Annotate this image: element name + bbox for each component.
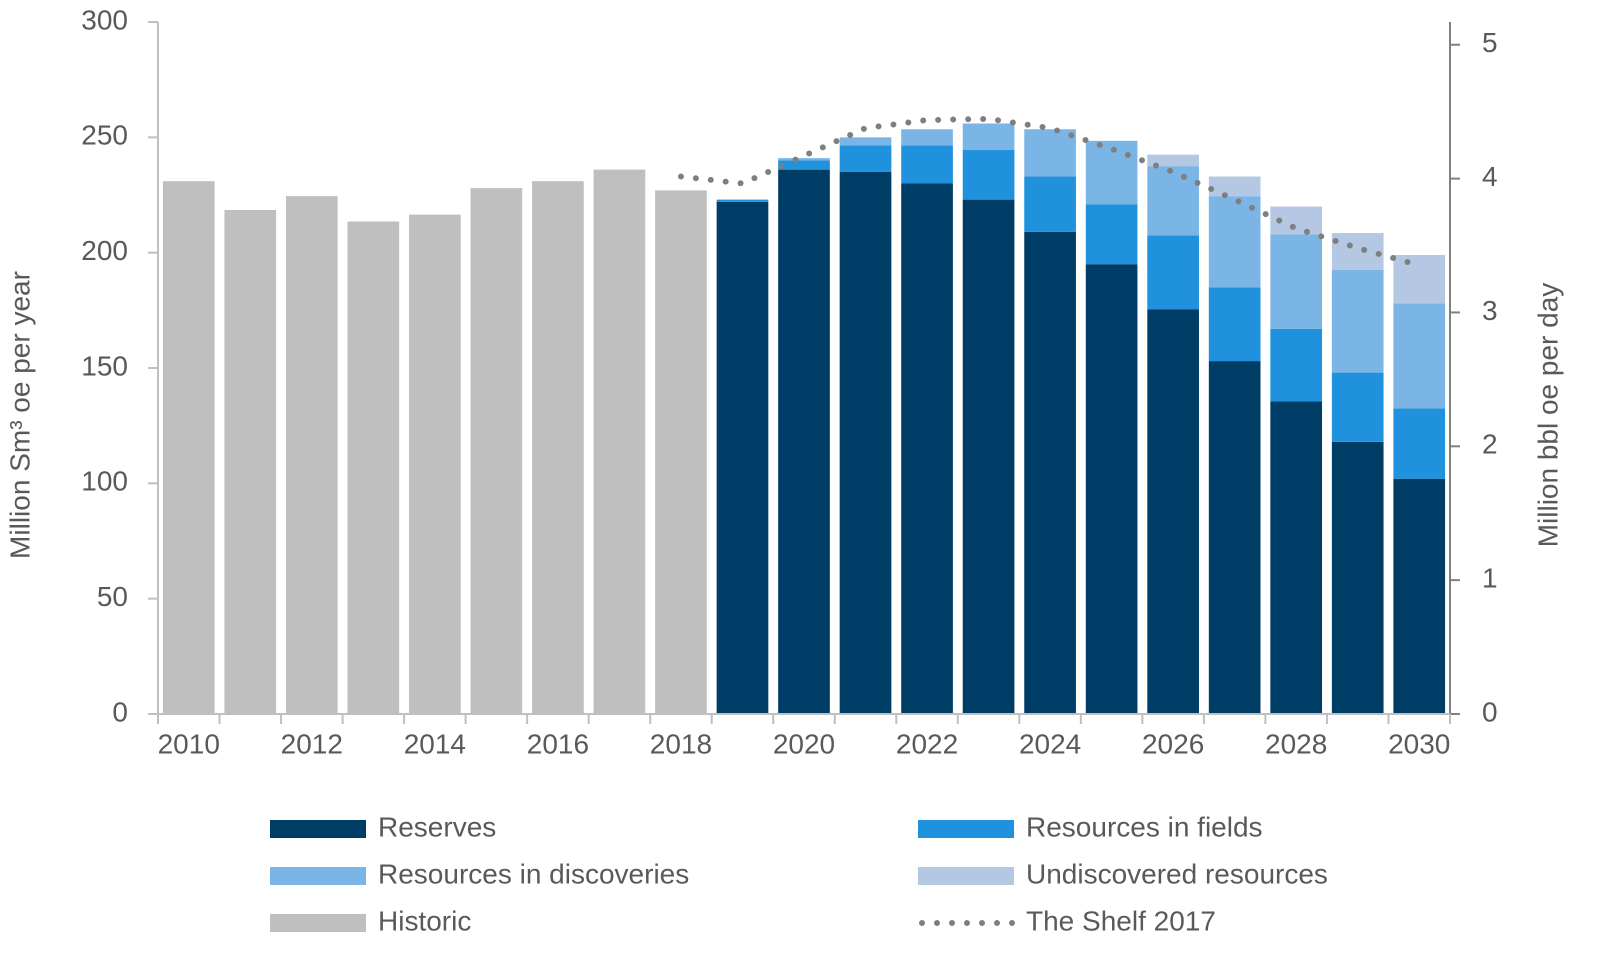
bar-segment [1270, 328, 1323, 402]
bar-segment [347, 221, 400, 714]
bar-segment [778, 160, 830, 170]
x-tick-label: 2028 [1265, 728, 1327, 759]
bar-segment [839, 171, 892, 714]
bar-segment [470, 188, 523, 714]
y2-axis-title: Million bbl oe per day [1532, 283, 1563, 548]
y-tick-label: 250 [81, 120, 128, 151]
y-axis-title: Million Sm³ oe per year [4, 271, 35, 559]
x-tick-label: 2024 [1019, 728, 1081, 759]
y-tick-label: 200 [81, 235, 128, 266]
bar-segment [716, 201, 769, 715]
bar-segment [1024, 176, 1076, 232]
bar-segment [224, 209, 277, 714]
bar-segment [962, 150, 1015, 200]
legend-label: The Shelf 2017 [1026, 905, 1216, 936]
bar-segment [1393, 478, 1446, 714]
bar-segment [962, 199, 1015, 714]
bar-segment [1208, 176, 1261, 197]
bar-segment [1208, 196, 1261, 288]
bar-segment [1270, 234, 1323, 329]
bar-segment [1393, 254, 1446, 304]
x-tick-label: 2010 [158, 728, 220, 759]
bar-segment [1024, 129, 1076, 177]
x-tick-label: 2012 [281, 728, 343, 759]
y-tick-label: 300 [81, 4, 128, 35]
bar-segment [1331, 372, 1384, 442]
y2-tick-label: 1 [1482, 563, 1498, 594]
bar-segment [839, 145, 892, 172]
y2-tick-label: 0 [1482, 696, 1498, 727]
legend-label: Resources in fields [1026, 811, 1263, 842]
legend-label: Reserves [378, 811, 496, 842]
x-tick-label: 2014 [404, 728, 466, 759]
y-tick-label: 150 [81, 350, 128, 381]
bar-segment [1147, 235, 1199, 310]
y2-tick-label: 2 [1482, 429, 1498, 460]
legend-label: Historic [378, 905, 471, 936]
bar-segment [1085, 264, 1138, 714]
x-tick-label: 2018 [650, 728, 712, 759]
bar-segment [1147, 166, 1199, 236]
legend-label: Undiscovered resources [1026, 858, 1328, 889]
bar-segment [778, 169, 830, 715]
bar-segment [901, 129, 953, 146]
bar-segment [1147, 154, 1199, 167]
bar-segment [1208, 361, 1261, 714]
legend-swatch [270, 914, 366, 932]
legend-swatch [918, 820, 1014, 838]
bar-segment [285, 196, 338, 715]
bar-segment [1331, 441, 1384, 714]
x-tick-label: 2026 [1142, 728, 1204, 759]
x-tick-label: 2022 [896, 728, 958, 759]
y2-tick-label: 5 [1482, 27, 1498, 58]
legend-label: Resources in discoveries [378, 858, 689, 889]
bar-segment [901, 145, 953, 184]
legend-swatch [270, 867, 366, 885]
bar-segment [1393, 303, 1446, 409]
bar-segment [839, 137, 892, 146]
bar-segment [962, 123, 1015, 151]
y-tick-label: 0 [112, 696, 128, 727]
bar-segment [409, 214, 461, 714]
x-tick-label: 2020 [773, 728, 835, 759]
bar-segment [593, 169, 646, 715]
bar-segment [1331, 269, 1384, 373]
y2-tick-label: 4 [1482, 161, 1498, 192]
y-tick-label: 100 [81, 466, 128, 497]
bar-segment [1147, 309, 1199, 714]
bar-segment [1331, 233, 1384, 270]
bar-segment [1085, 204, 1138, 265]
bar-segment [1393, 408, 1446, 479]
bar-segment [1270, 401, 1323, 714]
y2-tick-label: 3 [1482, 295, 1498, 326]
x-tick-label: 2030 [1388, 728, 1450, 759]
legend-swatch [918, 867, 1014, 885]
bar-segment [778, 158, 830, 161]
x-tick-label: 2016 [527, 728, 589, 759]
bar-segment [1024, 231, 1076, 714]
bar-segment [162, 181, 215, 714]
bar-segment [716, 199, 769, 202]
bar-segment [532, 181, 584, 714]
legend-swatch [270, 820, 366, 838]
bar-segment [655, 190, 707, 715]
bar-segment [901, 183, 953, 714]
bar-segment [1208, 287, 1261, 362]
y-tick-label: 50 [97, 581, 128, 612]
